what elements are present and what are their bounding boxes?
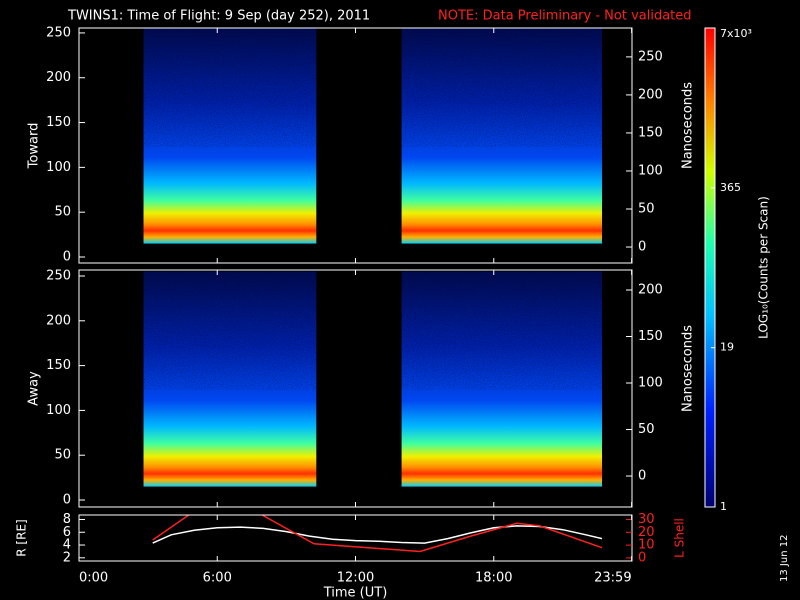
x-tick-label: 6:00 — [203, 571, 232, 586]
y2-tick-label: 200 — [638, 282, 663, 297]
y-axis-label: Toward — [27, 123, 42, 170]
y2-tick-label: 150 — [638, 125, 663, 140]
speckle — [401, 271, 603, 380]
y-tick-label: 0 — [63, 493, 71, 508]
speckle — [143, 271, 317, 380]
y-tick-label: 100 — [46, 160, 71, 175]
x-tick-label: 0:00 — [79, 571, 108, 586]
x-tick-label: 23:59 — [594, 571, 631, 586]
colorbar-tick-label: 19 — [720, 341, 734, 354]
y2-tick-label: 0 — [638, 550, 646, 565]
y-tick-label: 50 — [54, 205, 71, 220]
y2-axis-label: L Shell — [673, 518, 687, 558]
y2-tick-label: 50 — [638, 202, 655, 217]
y2-tick-label: 0 — [638, 469, 646, 484]
colorbar-tick-label: 365 — [720, 181, 741, 194]
y2-tick-label: 30 — [638, 512, 655, 527]
y2-tick-label: 10 — [638, 538, 655, 553]
y2-tick-label: 100 — [638, 163, 663, 178]
y2-tick-label: 150 — [638, 329, 663, 344]
y-tick-label: 6 — [63, 525, 71, 540]
colorbar-tick-label: 7x10³ — [720, 27, 752, 40]
speckle — [401, 28, 603, 136]
y2-tick-label: 250 — [638, 49, 663, 64]
y-tick-label: 200 — [46, 313, 71, 328]
panel-frame — [78, 514, 633, 562]
y-tick-label: 2 — [63, 550, 71, 565]
x-tick-label: 12:00 — [337, 571, 374, 586]
x-axis-label: Time (UT) — [323, 586, 388, 600]
y2-tick-label: 20 — [638, 525, 655, 540]
colorbar — [705, 28, 715, 507]
series-line — [152, 515, 603, 553]
y-tick-label: 50 — [54, 448, 71, 463]
colorbar-tick-label: 1 — [720, 500, 727, 513]
note: NOTE: Data Preliminary - Not validated — [438, 9, 692, 24]
y-tick-label: 8 — [63, 512, 71, 527]
series-line — [152, 525, 603, 544]
x-tick-label: 18:00 — [475, 571, 512, 586]
y-tick-label: 250 — [46, 269, 71, 284]
colorbar-frame — [704, 27, 716, 508]
y-tick-label: 0 — [63, 249, 71, 264]
y-tick-label: 150 — [46, 115, 71, 130]
speckle — [143, 28, 317, 136]
y-axis-label: R [RE] — [15, 519, 29, 556]
y2-tick-label: 100 — [638, 376, 663, 391]
y-tick-label: 4 — [63, 538, 71, 553]
y2-axis-label: Nanoseconds — [681, 82, 696, 169]
y2-tick-label: 0 — [638, 240, 646, 255]
y2-tick-label: 200 — [638, 87, 663, 102]
y2-tick-label: 50 — [638, 422, 655, 437]
y-tick-label: 250 — [46, 25, 71, 40]
y-tick-label: 200 — [46, 70, 71, 85]
y-axis-label: Away — [27, 371, 42, 406]
y-tick-label: 150 — [46, 358, 71, 373]
stamp: 13 Jun 12 — [779, 535, 790, 582]
y-tick-label: 100 — [46, 403, 71, 418]
title: TWINS1: Time of Flight: 9 Sep (day 252),… — [67, 9, 370, 24]
y2-axis-label: Nanoseconds — [681, 325, 696, 412]
colorbar-label: LOG₁₀(Counts per Scan) — [757, 196, 771, 339]
